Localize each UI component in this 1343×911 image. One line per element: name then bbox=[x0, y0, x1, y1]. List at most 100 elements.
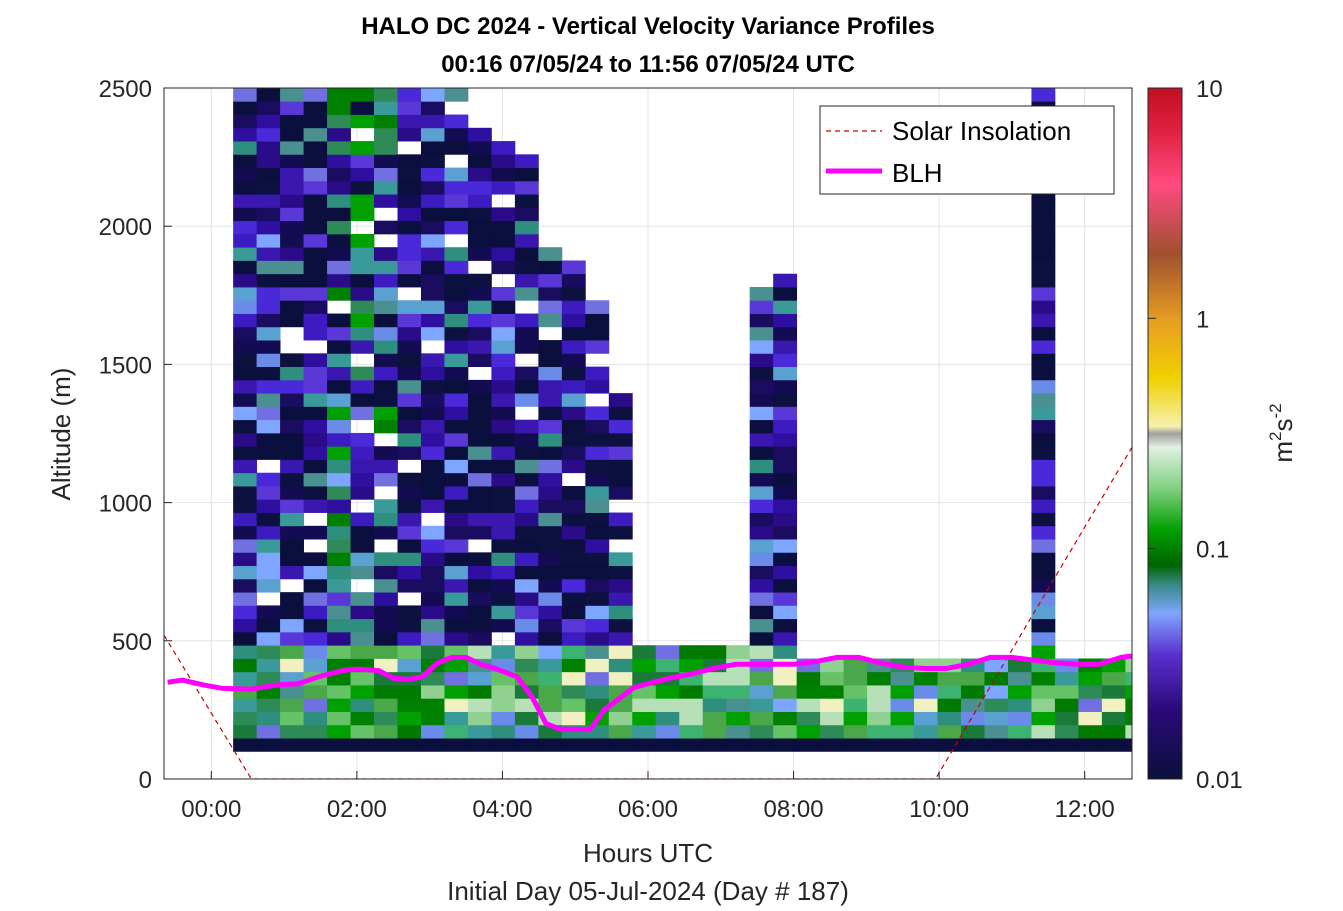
heatmap-cell bbox=[749, 393, 774, 407]
heatmap-cell bbox=[397, 486, 422, 500]
heatmap-cell bbox=[491, 300, 516, 314]
heatmap-cell bbox=[397, 605, 422, 620]
heatmap-cell bbox=[514, 247, 539, 261]
heatmap-cell bbox=[350, 645, 375, 659]
heatmap-cell bbox=[397, 645, 422, 659]
heatmap-cell bbox=[420, 260, 445, 275]
heatmap-cell bbox=[467, 685, 492, 699]
heatmap-cell bbox=[491, 180, 516, 195]
heatmap-cell bbox=[491, 565, 516, 580]
heatmap-cell bbox=[444, 738, 469, 752]
heatmap-cell bbox=[467, 326, 492, 341]
heatmap-cell bbox=[1125, 738, 1132, 752]
heatmap-cell bbox=[233, 419, 258, 434]
heatmap-cell bbox=[327, 486, 351, 500]
heatmap-cell bbox=[467, 671, 492, 686]
heatmap-cell bbox=[350, 260, 375, 275]
heatmap-cell bbox=[350, 366, 375, 381]
heatmap-cell bbox=[726, 738, 751, 752]
heatmap-cell bbox=[256, 88, 281, 102]
heatmap-cell bbox=[374, 101, 398, 115]
heatmap-cell bbox=[585, 592, 610, 606]
heatmap-cell bbox=[444, 552, 469, 567]
heatmap-cell bbox=[420, 88, 445, 102]
heatmap-cell bbox=[256, 101, 281, 115]
heatmap-cell bbox=[444, 711, 469, 726]
heatmap-cell bbox=[749, 379, 774, 394]
heatmap-cell bbox=[374, 167, 398, 182]
heatmap-cell bbox=[561, 685, 586, 699]
heatmap-cell bbox=[350, 512, 375, 527]
heatmap-cell bbox=[1031, 233, 1056, 248]
heatmap-cell bbox=[303, 578, 328, 593]
heatmap-cell bbox=[303, 313, 328, 328]
heatmap-cell bbox=[397, 552, 422, 567]
heatmap-cell bbox=[608, 393, 633, 407]
heatmap-cell bbox=[374, 313, 398, 328]
heatmap-cell bbox=[397, 207, 422, 222]
colorbar-tick-label: 0.1 bbox=[1196, 537, 1229, 564]
heatmap-cell bbox=[374, 88, 398, 102]
heatmap-cell bbox=[538, 671, 563, 686]
heatmap-cell bbox=[796, 724, 821, 739]
heatmap-cell bbox=[350, 472, 375, 487]
heatmap-cell bbox=[397, 340, 422, 354]
heatmap-cell bbox=[538, 260, 563, 275]
heatmap-cell bbox=[420, 366, 445, 381]
heatmap-cell bbox=[327, 565, 351, 580]
heatmap-cell bbox=[984, 724, 1009, 739]
heatmap-cell bbox=[514, 154, 539, 169]
heatmap-cell bbox=[843, 738, 868, 752]
heatmap-cell bbox=[820, 685, 845, 699]
heatmap-cell bbox=[280, 738, 304, 752]
heatmap-cell bbox=[655, 711, 680, 726]
heatmap-cell bbox=[444, 326, 469, 341]
heatmap-cell bbox=[1031, 313, 1056, 328]
heatmap-cell bbox=[397, 724, 422, 739]
heatmap-cell bbox=[256, 406, 281, 421]
heatmap-cell bbox=[374, 247, 398, 261]
heatmap-cell bbox=[303, 207, 328, 222]
heatmap-cell bbox=[585, 539, 610, 553]
heatmap-cell bbox=[397, 366, 422, 381]
heatmap-cell bbox=[420, 114, 445, 129]
heatmap-cell bbox=[749, 711, 774, 726]
heatmap-cell bbox=[561, 326, 586, 341]
heatmap-cell bbox=[350, 287, 375, 301]
heatmap-cell bbox=[303, 127, 328, 142]
heatmap-cell bbox=[397, 114, 422, 129]
heatmap-cell bbox=[374, 459, 398, 474]
heatmap-cell bbox=[491, 724, 516, 739]
chart-title-line2: 00:16 07/05/24 to 11:56 07/05/24 UTC bbox=[441, 51, 855, 78]
heatmap-cell bbox=[280, 539, 304, 553]
y-tick-label: 1000 bbox=[99, 491, 152, 518]
heatmap-cell bbox=[374, 419, 398, 434]
heatmap-cell bbox=[350, 552, 375, 567]
heatmap-cell bbox=[280, 233, 304, 248]
heatmap-cell bbox=[420, 432, 445, 447]
heatmap-cell bbox=[233, 406, 258, 421]
heatmap-cell bbox=[773, 605, 798, 620]
heatmap-cell bbox=[420, 539, 445, 553]
heatmap-cell bbox=[608, 525, 633, 540]
heatmap-cell bbox=[420, 724, 445, 739]
heatmap-cell bbox=[608, 565, 633, 580]
heatmap-cell bbox=[303, 738, 328, 752]
heatmap-cell bbox=[233, 432, 258, 447]
heatmap-cell bbox=[327, 287, 351, 301]
heatmap-cell bbox=[1031, 194, 1056, 208]
heatmap-cell bbox=[1125, 711, 1132, 726]
heatmap-cell bbox=[397, 525, 422, 540]
heatmap-cell bbox=[491, 685, 516, 699]
heatmap-cell bbox=[1125, 698, 1132, 712]
heatmap-cell bbox=[374, 326, 398, 341]
heatmap-cell bbox=[749, 366, 774, 381]
heatmap-cell bbox=[327, 207, 351, 222]
heatmap-cell bbox=[327, 499, 351, 513]
heatmap-cell bbox=[585, 605, 610, 620]
heatmap-cell bbox=[280, 127, 304, 142]
heatmap-cell bbox=[233, 446, 258, 460]
heatmap-cell bbox=[374, 287, 398, 301]
heatmap-cell bbox=[303, 300, 328, 314]
heatmap-cell bbox=[1031, 419, 1056, 434]
